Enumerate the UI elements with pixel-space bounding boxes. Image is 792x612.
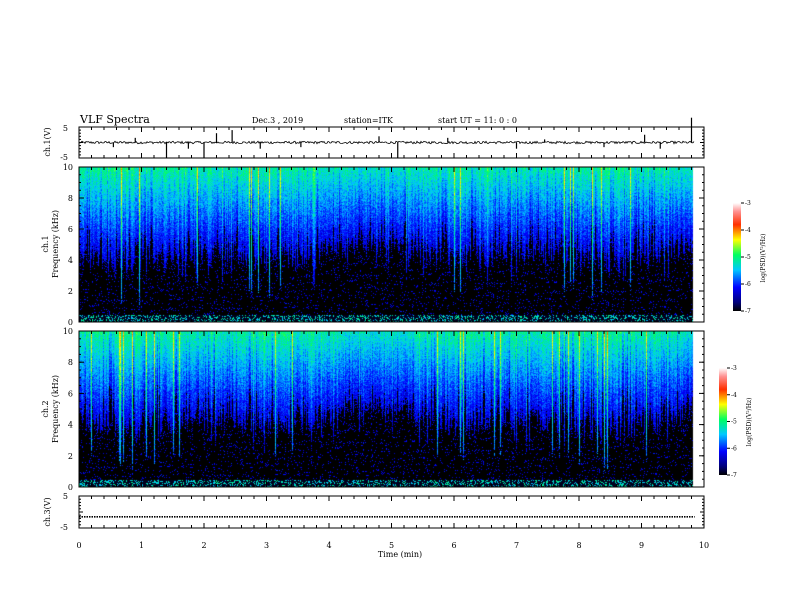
- x-tick-label: 1: [139, 541, 144, 550]
- ch2-spectrogram-image: [79, 331, 704, 487]
- x-tick-label: 9: [639, 541, 644, 550]
- colorbar-tick-label: -5: [745, 254, 751, 261]
- ch2-frequency-label: Frequency (kHz): [51, 375, 60, 443]
- x-axis-ticks: [78, 126, 705, 529]
- ch1-spectrogram-image: [79, 167, 704, 322]
- x-tick-label: 7: [514, 541, 519, 550]
- ch3-waveform-ylabel: ch.3(V): [43, 497, 52, 526]
- colorbar-tick-label: -5: [731, 419, 737, 426]
- ch2-colorbar-ticks: -3 -4 -5 -6 -7: [727, 365, 737, 479]
- x-tick-label: 8: [576, 541, 581, 550]
- x-tick-label: 3: [264, 541, 269, 550]
- colorbar-tick-label: -3: [731, 365, 737, 372]
- colorbar-tick-label: -6: [745, 281, 751, 288]
- y-tick-label: 0: [68, 318, 73, 327]
- date-label: Dec.3 , 2019: [252, 116, 303, 125]
- ch1-colorbar-ticks: -3 -4 -5 -6 -7: [741, 200, 751, 315]
- x-axis-label: Time (min): [378, 550, 422, 559]
- y-tick-label: 8: [68, 194, 73, 203]
- y-tick-label: 0: [68, 483, 73, 492]
- ch1-waveform-spikes: [112, 117, 693, 158]
- ch1-colorbar: [733, 203, 741, 311]
- y-tick-label: 2: [68, 452, 73, 461]
- ch1-colorbar-label: log(PSD)(V²/Hz): [760, 234, 767, 283]
- x-tick-label: 6: [451, 541, 456, 550]
- colorbar-tick-label: -4: [745, 227, 751, 234]
- ch2-colorbar: [719, 368, 727, 475]
- ch2-spectrogram-ylabel: ch.2: [41, 400, 50, 417]
- ch1-ytick-top: 5: [63, 124, 68, 133]
- y-tick-label: 8: [68, 358, 73, 367]
- x-axis-tick-labels: 0 1 2 3 4 5 6 7 8 9 10: [76, 541, 709, 550]
- ch2-spectrogram-yticks: 0 2 4 6 8 10: [63, 327, 704, 492]
- y-tick-label: 6: [68, 225, 73, 234]
- colorbar-tick-label: -7: [731, 472, 737, 479]
- ch1-waveform-ylabel: ch.1(V): [43, 127, 52, 156]
- y-tick-label: 4: [68, 256, 73, 265]
- x-tick-label: 10: [699, 541, 709, 550]
- y-tick-label: 4: [68, 421, 73, 430]
- ch1-ytick-bottom: -5: [60, 153, 68, 162]
- ch1-spectrogram-ylabel: ch.1: [41, 235, 50, 252]
- x-tick-label: 0: [76, 541, 81, 550]
- x-tick-label: 4: [326, 541, 331, 550]
- station-label: station=ITK: [344, 116, 394, 125]
- y-tick-label: 10: [63, 327, 73, 336]
- ch3-ytick-top: 5: [63, 492, 68, 501]
- y-tick-label: 6: [68, 389, 73, 398]
- start-time-label: start UT = 11: 0 : 0: [438, 116, 517, 125]
- ch3-waveform-panel: 5 -5 ch.3(V): [43, 492, 705, 532]
- x-tick-label: 2: [201, 541, 206, 550]
- colorbar-tick-label: -6: [731, 445, 737, 452]
- ch2-colorbar-label: log(PSD)(V²/Hz): [746, 398, 753, 447]
- y-tick-label: 2: [68, 287, 73, 296]
- figure-title: VLF Spectra: [79, 113, 150, 126]
- colorbar-tick-label: -7: [745, 308, 751, 315]
- y-tick-label: 10: [63, 163, 73, 172]
- x-tick-label: 5: [389, 541, 394, 550]
- colorbar-tick-label: -4: [731, 392, 737, 399]
- colorbar-tick-label: -3: [745, 200, 751, 207]
- ch1-waveform-trace: [78, 140, 695, 145]
- ch1-frequency-label: Frequency (kHz): [51, 210, 60, 278]
- ch3-ytick-bottom: -5: [60, 523, 68, 532]
